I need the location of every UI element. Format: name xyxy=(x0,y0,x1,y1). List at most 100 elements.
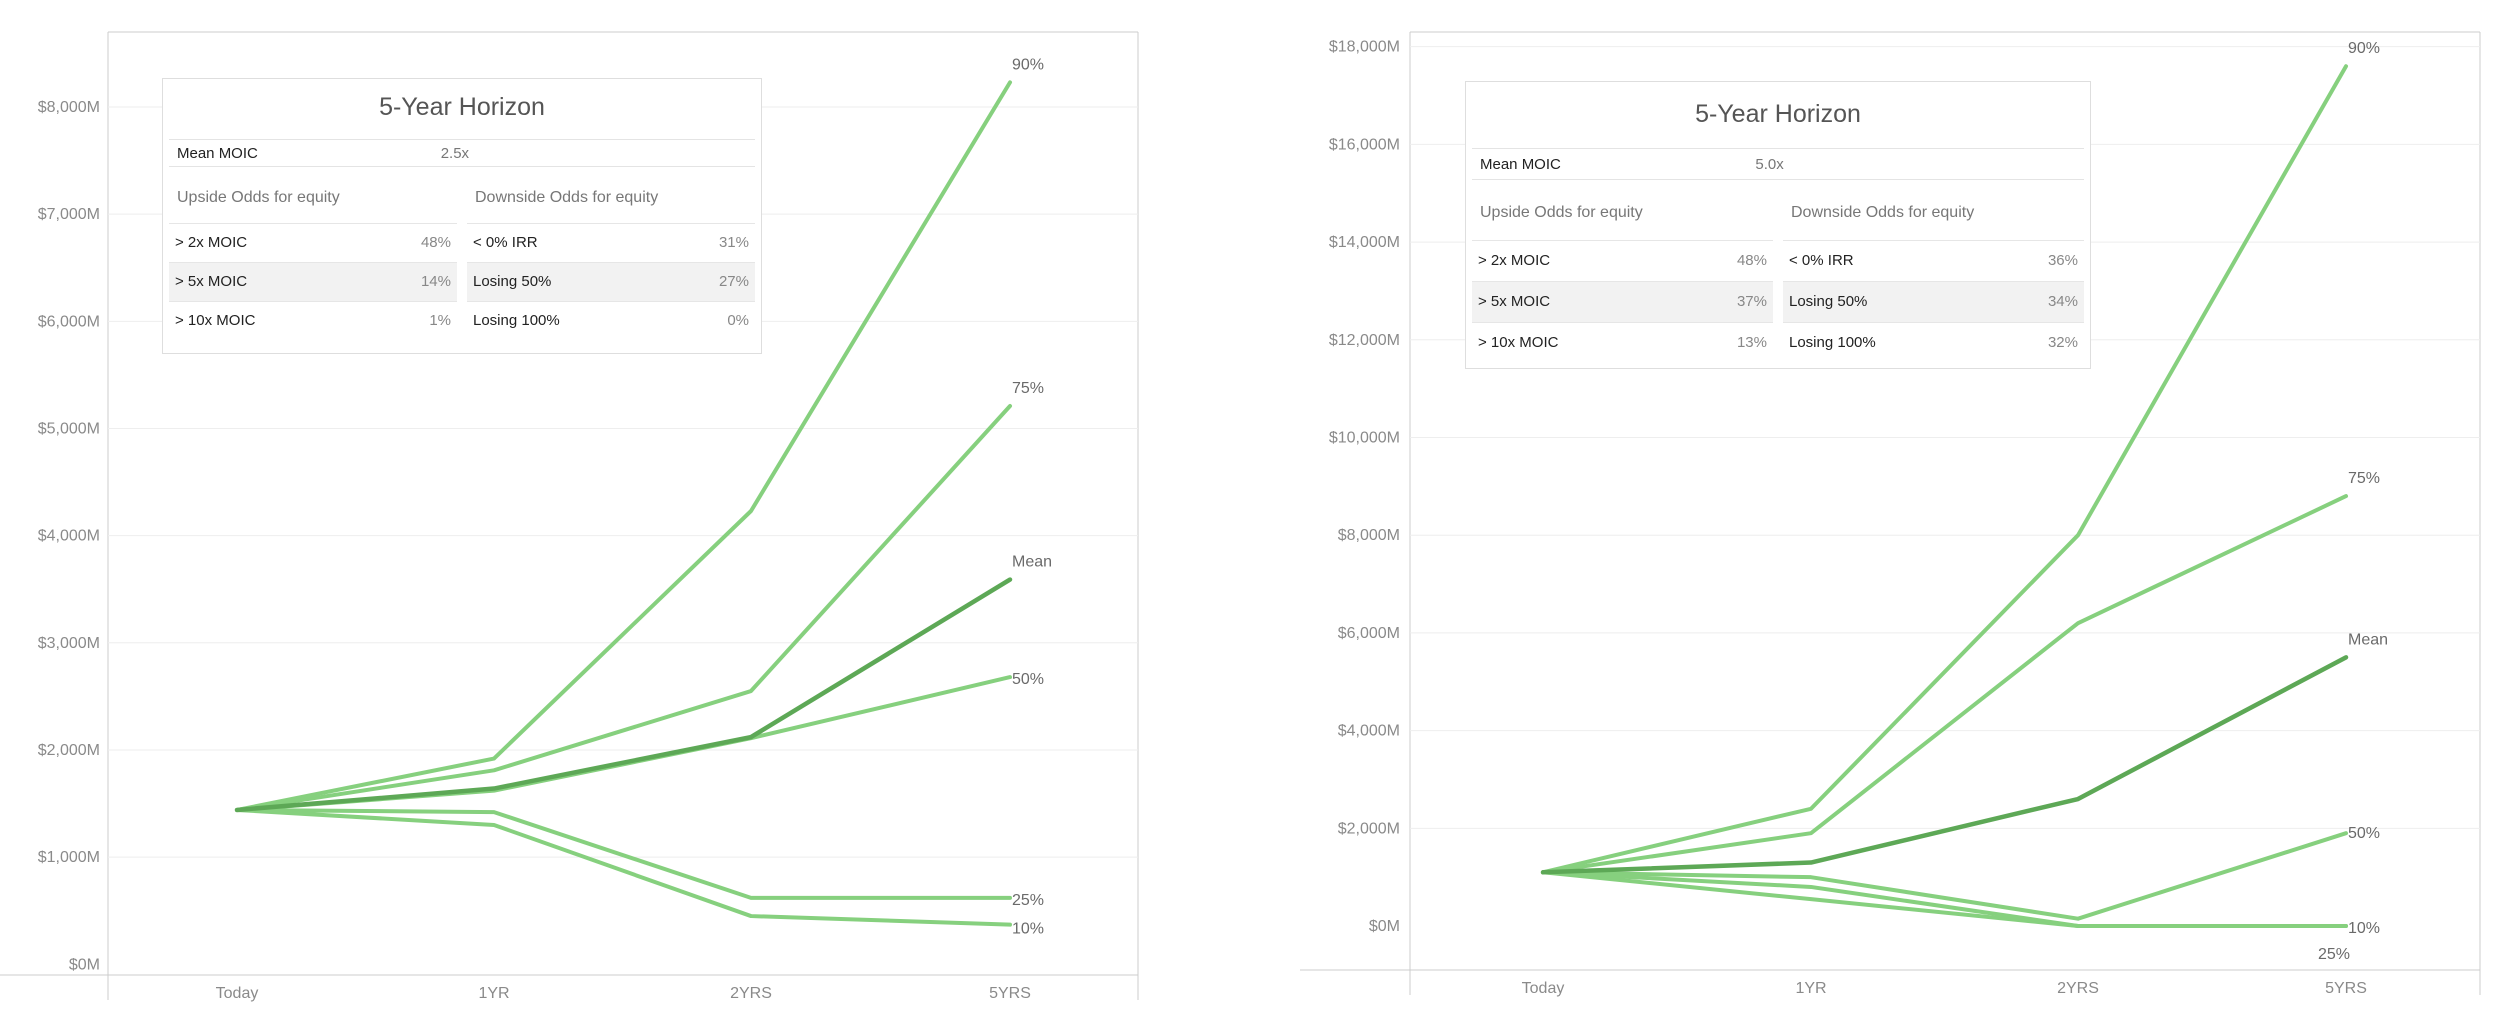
downside-odds-column: Downside Odds for equity < 0% IRR 36% Los… xyxy=(1783,204,2084,363)
summary-panel-right: 5-Year Horizon Mean MOIC 5.0x Upside Odd… xyxy=(1465,81,2091,369)
y-tick-label: $10,000M xyxy=(1329,429,1400,446)
x-tick-label: 2YRS xyxy=(730,985,772,1002)
odds-row: Losing 50% 34% xyxy=(1783,281,2084,322)
odds-label: Losing 100% xyxy=(1789,334,1876,351)
odds-value: 36% xyxy=(2047,252,2078,269)
y-tick-label: $7,000M xyxy=(38,206,100,223)
y-tick-label: $0M xyxy=(1369,918,1400,935)
odds-value: 34% xyxy=(2047,293,2078,310)
x-tick-label: 5YRS xyxy=(989,985,1031,1002)
y-tick-label: $4,000M xyxy=(38,528,100,545)
odds-label: < 0% IRR xyxy=(1789,252,1854,269)
upside-odds-header: Upside Odds for equity xyxy=(177,189,340,206)
series-end-label: Mean xyxy=(1012,554,1052,571)
x-tick-label: Today xyxy=(1522,980,1565,997)
odds-label: Losing 100% xyxy=(473,312,560,329)
odds-value: 27% xyxy=(718,273,749,290)
summary-title: 5-Year Horizon xyxy=(1695,100,1861,128)
series-line-10pct xyxy=(1541,870,2348,929)
odds-row: > 10x MOIC 13% xyxy=(1472,322,1773,363)
y-tick-label: $5,000M xyxy=(38,420,100,437)
series-line-75pct xyxy=(235,403,1012,812)
x-tick-label: 2YRS xyxy=(2057,980,2099,997)
odds-row: > 5x MOIC 37% xyxy=(1472,281,1773,322)
x-tick-label: 1YR xyxy=(478,985,509,1002)
odds-label: > 2x MOIC xyxy=(1478,252,1551,269)
y-tick-label: $16,000M xyxy=(1329,136,1400,153)
series-line-10pct xyxy=(235,807,1012,927)
x-tick-label: 1YR xyxy=(1795,980,1826,997)
odds-value: 14% xyxy=(420,273,451,290)
odds-row: > 10x MOIC 1% xyxy=(169,301,457,340)
odds-value: 48% xyxy=(420,234,451,251)
y-tick-label: $12,000M xyxy=(1329,332,1400,349)
odds-row: > 2x MOIC 48% xyxy=(1472,240,1773,281)
mean-moic-value: 2.5x xyxy=(440,144,470,162)
series-end-label: 50% xyxy=(2348,825,2380,842)
odds-row: > 5x MOIC 14% xyxy=(169,262,457,301)
odds-label: > 10x MOIC xyxy=(1478,334,1559,351)
y-tick-label: $8,000M xyxy=(38,99,100,116)
mean-moic-row: Mean MOIC 5.0x xyxy=(1472,148,2084,180)
series-end-label: 90% xyxy=(1012,56,1044,73)
x-tick-label: Today xyxy=(216,985,259,1002)
y-tick-label: $4,000M xyxy=(1338,723,1400,740)
series-end-label: 10% xyxy=(1012,921,1044,938)
y-tick-label: $6,000M xyxy=(38,313,100,330)
series-line-50pct xyxy=(1541,831,2348,921)
odds-value: 31% xyxy=(718,234,749,251)
odds-value: 48% xyxy=(1736,252,1767,269)
series-line-90pct xyxy=(235,80,1012,812)
series-line-mean xyxy=(1540,655,2349,875)
y-tick-label: $8,000M xyxy=(1338,527,1400,544)
mean-moic-value: 5.0x xyxy=(1755,155,1784,173)
series-end-label: 25% xyxy=(1012,892,1044,909)
y-tick-label: $2,000M xyxy=(1338,820,1400,837)
odds-row: < 0% IRR 31% xyxy=(467,223,755,262)
odds-row: > 2x MOIC 48% xyxy=(169,223,457,262)
upside-odds-column: Upside Odds for equity > 2x MOIC 48% > 5x… xyxy=(169,189,457,340)
odds-row: < 0% IRR 36% xyxy=(1783,240,2084,281)
series-end-label: 25% xyxy=(2318,946,2350,963)
odds-label: > 2x MOIC xyxy=(175,234,248,251)
downside-odds-header: Downside Odds for equity xyxy=(1791,204,1975,221)
series-line-25pct xyxy=(235,807,1012,900)
y-tick-label: $18,000M xyxy=(1329,39,1400,56)
series-end-label: 90% xyxy=(2348,40,2380,57)
odds-label: Losing 50% xyxy=(473,273,552,290)
series-end-label: Mean xyxy=(2348,631,2388,648)
series-end-label: 10% xyxy=(2348,920,2380,937)
mean-moic-label: Mean MOIC xyxy=(1480,155,1561,173)
odds-value: 37% xyxy=(1736,293,1767,310)
odds-value: 32% xyxy=(2047,334,2078,351)
series-end-label: 75% xyxy=(2348,470,2380,487)
downside-odds-column: Downside Odds for equity < 0% IRR 31% Los… xyxy=(467,189,755,340)
odds-value: 1% xyxy=(429,312,451,329)
upside-odds-header: Upside Odds for equity xyxy=(1480,204,1643,221)
series-line-75pct xyxy=(1541,494,2348,875)
y-tick-label: $3,000M xyxy=(38,635,100,652)
series-end-label: 50% xyxy=(1012,671,1044,688)
series-line-50pct xyxy=(235,675,1012,812)
summary-title: 5-Year Horizon xyxy=(379,93,545,121)
mean-moic-row: Mean MOIC 2.5x xyxy=(169,139,755,167)
y-tick-label: $14,000M xyxy=(1329,234,1400,251)
odds-row: Losing 50% 27% xyxy=(467,262,755,301)
series-line-mean xyxy=(234,577,1013,813)
odds-label: > 5x MOIC xyxy=(175,273,248,290)
upside-odds-column: Upside Odds for equity > 2x MOIC 48% > 5x… xyxy=(1472,204,1773,363)
odds-label: > 10x MOIC xyxy=(175,312,256,329)
x-tick-label: 5YRS xyxy=(2325,980,2367,997)
odds-label: Losing 50% xyxy=(1789,293,1868,310)
series-end-label: 75% xyxy=(1012,380,1044,397)
odds-label: < 0% IRR xyxy=(473,234,538,251)
y-tick-label: $2,000M xyxy=(38,742,100,759)
y-tick-label: $6,000M xyxy=(1338,625,1400,642)
odds-row: Losing 100% 32% xyxy=(1783,322,2084,363)
summary-panel-left: 5-Year Horizon Mean MOIC 2.5x Upside Odd… xyxy=(162,78,762,354)
downside-odds-header: Downside Odds for equity xyxy=(475,189,659,206)
odds-value: 0% xyxy=(727,312,749,329)
y-tick-label: $1,000M xyxy=(38,849,100,866)
odds-label: > 5x MOIC xyxy=(1478,293,1551,310)
odds-value: 13% xyxy=(1736,334,1767,351)
